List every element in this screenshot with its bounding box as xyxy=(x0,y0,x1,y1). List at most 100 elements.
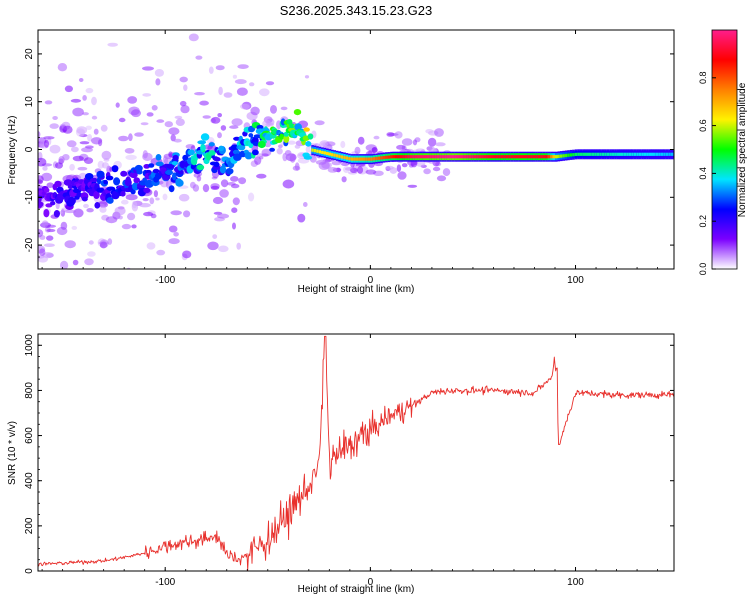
heatmap-cell xyxy=(46,228,56,233)
heatmap-cell xyxy=(436,155,440,159)
heatmap-cell xyxy=(213,161,220,168)
heatmap-cell xyxy=(305,146,311,153)
heatmap-cell xyxy=(183,210,191,218)
colorbar-tick-label: 0.6 xyxy=(698,119,708,132)
heatmap-cell xyxy=(168,225,178,233)
heatmap-cell xyxy=(139,180,147,186)
heatmap-cell xyxy=(53,210,61,218)
heatmap-cell xyxy=(601,152,605,156)
heatmap-cell xyxy=(83,157,94,165)
heatmap-cell xyxy=(481,155,484,159)
heatmap-cell xyxy=(303,155,313,160)
heatmap-cell xyxy=(71,273,82,276)
heatmap-cell xyxy=(100,124,108,132)
heatmap-cell xyxy=(165,170,173,175)
heatmap-cell xyxy=(54,180,62,188)
heatmap-cell xyxy=(86,208,94,213)
heatmap-cell xyxy=(168,127,180,135)
heatmap-cell xyxy=(72,107,84,117)
heatmap-cell xyxy=(85,125,92,130)
heatmap-cell xyxy=(321,142,329,147)
heatmap-cell xyxy=(367,157,371,161)
heatmap-cell xyxy=(434,128,444,137)
heatmap-cell xyxy=(130,189,136,195)
heatmap-cell xyxy=(148,163,155,168)
heatmap-cell xyxy=(152,168,160,174)
heatmap-cell xyxy=(646,152,649,156)
heatmap-cell xyxy=(35,278,41,286)
heatmap-cell xyxy=(134,164,143,172)
y-tick-label: 0 xyxy=(24,568,35,574)
heatmap-cell xyxy=(212,196,224,205)
heatmap-cell xyxy=(518,155,521,159)
heatmap-cell xyxy=(39,139,46,149)
heatmap-cell xyxy=(84,173,94,180)
heatmap-cell xyxy=(550,155,553,159)
heatmap-cell xyxy=(401,138,413,146)
heatmap-cell xyxy=(648,152,652,156)
heatmap-cell xyxy=(99,239,109,248)
heatmap-cell xyxy=(236,87,248,96)
heatmap-cell xyxy=(183,277,190,284)
heatmap-cell xyxy=(125,194,138,201)
heatmap-cell xyxy=(142,150,148,159)
heatmap-cell xyxy=(217,213,229,219)
y-tick-label: 20 xyxy=(24,48,35,60)
heatmap-cell xyxy=(665,152,669,156)
heatmap-cell xyxy=(353,157,356,161)
heatmap-cell xyxy=(212,234,218,240)
heatmap-cell xyxy=(153,190,158,198)
heatmap-cell xyxy=(105,216,118,224)
y-tick-label: 0 xyxy=(24,146,35,152)
heatmap-cell xyxy=(350,157,354,161)
heatmap-cell xyxy=(641,152,644,156)
heatmap-cell xyxy=(214,287,223,295)
heatmap-cell xyxy=(238,144,246,151)
heatmap-cell xyxy=(483,155,487,159)
heatmap-cell xyxy=(85,87,94,94)
heatmap-cell xyxy=(66,140,77,148)
heatmap-cell xyxy=(53,276,58,281)
heatmap-cell xyxy=(127,96,138,104)
heatmap-cell xyxy=(36,275,46,282)
heatmap-cell xyxy=(50,201,56,206)
heatmap-cell xyxy=(307,133,314,140)
heatmap-cell xyxy=(623,152,627,156)
snr-x-ticks: -100 0 100 xyxy=(41,334,658,588)
heatmap-cell xyxy=(540,155,543,159)
y-tick-label: 1000 xyxy=(24,334,35,357)
heatmap-cell xyxy=(164,121,173,128)
heatmap-cell xyxy=(49,144,61,154)
heatmap-cell xyxy=(256,124,264,130)
heatmap-cell xyxy=(87,134,93,142)
heatmap-cell xyxy=(237,64,249,69)
heatmap-cell xyxy=(211,116,221,124)
heatmap-cell xyxy=(62,125,73,134)
x-tick-label: 0 xyxy=(368,275,374,286)
heatmap-cell xyxy=(545,155,548,159)
heatmap-cell xyxy=(154,69,164,77)
heatmap-cell xyxy=(456,155,460,159)
heatmap-cell xyxy=(38,255,48,263)
heatmap-cell xyxy=(670,152,674,156)
heatmap-cell xyxy=(283,131,289,137)
heatmap-cell xyxy=(238,177,247,185)
heatmap-cell xyxy=(194,92,205,96)
heatmap-cell xyxy=(44,139,49,148)
heatmap-cell xyxy=(162,156,168,165)
heatmap-x-label: Height of straight line (km) xyxy=(298,284,415,295)
heatmap-cell xyxy=(121,199,129,205)
heatmap-cell xyxy=(407,184,418,188)
heatmap-cell xyxy=(44,100,53,105)
heatmap-cell xyxy=(120,170,128,177)
x-tick-label: 100 xyxy=(567,275,584,286)
heatmap-cell xyxy=(46,300,52,308)
heatmap-cell xyxy=(99,302,103,309)
heatmap-cell xyxy=(168,238,180,245)
heatmap-cell xyxy=(96,187,105,193)
heatmap-cell xyxy=(200,143,206,153)
heatmap-cell xyxy=(357,166,364,174)
heatmap-cell xyxy=(348,157,351,161)
heatmap-cell xyxy=(208,66,214,74)
heatmap-cell xyxy=(196,164,205,171)
